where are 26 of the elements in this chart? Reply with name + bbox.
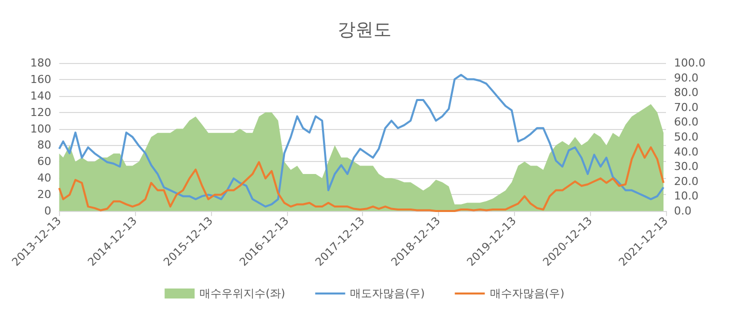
y2-tick-label: 70.0: [674, 100, 698, 114]
legend-label: 매수자많음(우): [490, 287, 564, 300]
y-tick-label: 140: [30, 89, 52, 102]
y-tick-label: 20: [37, 188, 52, 202]
y-tick-label: 160: [30, 72, 52, 86]
y-tick-label: 60: [37, 155, 52, 168]
y2-tick-label: 80.0: [674, 86, 698, 100]
y2-tick-label: 50.0: [674, 130, 698, 144]
y2-tick-label: 10.0: [674, 190, 698, 203]
y2-tick-label: 60.0: [674, 116, 698, 129]
y-tick-label: 80: [37, 138, 52, 152]
y2-tick-label: 40.0: [674, 145, 698, 158]
chart-title: 강원도: [338, 20, 392, 40]
y-tick-label: 120: [30, 106, 52, 119]
y2-tick-label: 20.0: [674, 174, 698, 188]
y-tick-label: 0: [44, 204, 52, 218]
y2-tick-label: 0.0: [674, 204, 692, 218]
line-series: [58, 74, 665, 208]
y-tick-label: 40: [37, 172, 52, 185]
y2-tick-label: 30.0: [674, 160, 698, 174]
legend-label: 매도자많음(우): [350, 287, 425, 300]
y2-tick-label: 90.0: [674, 71, 698, 84]
y-tick-label: 100: [30, 122, 52, 136]
y2-tick-label: 100.0: [674, 56, 706, 70]
legend-label: 매수우위지수(좌): [200, 287, 286, 300]
y-tick-label: 180: [30, 56, 52, 70]
